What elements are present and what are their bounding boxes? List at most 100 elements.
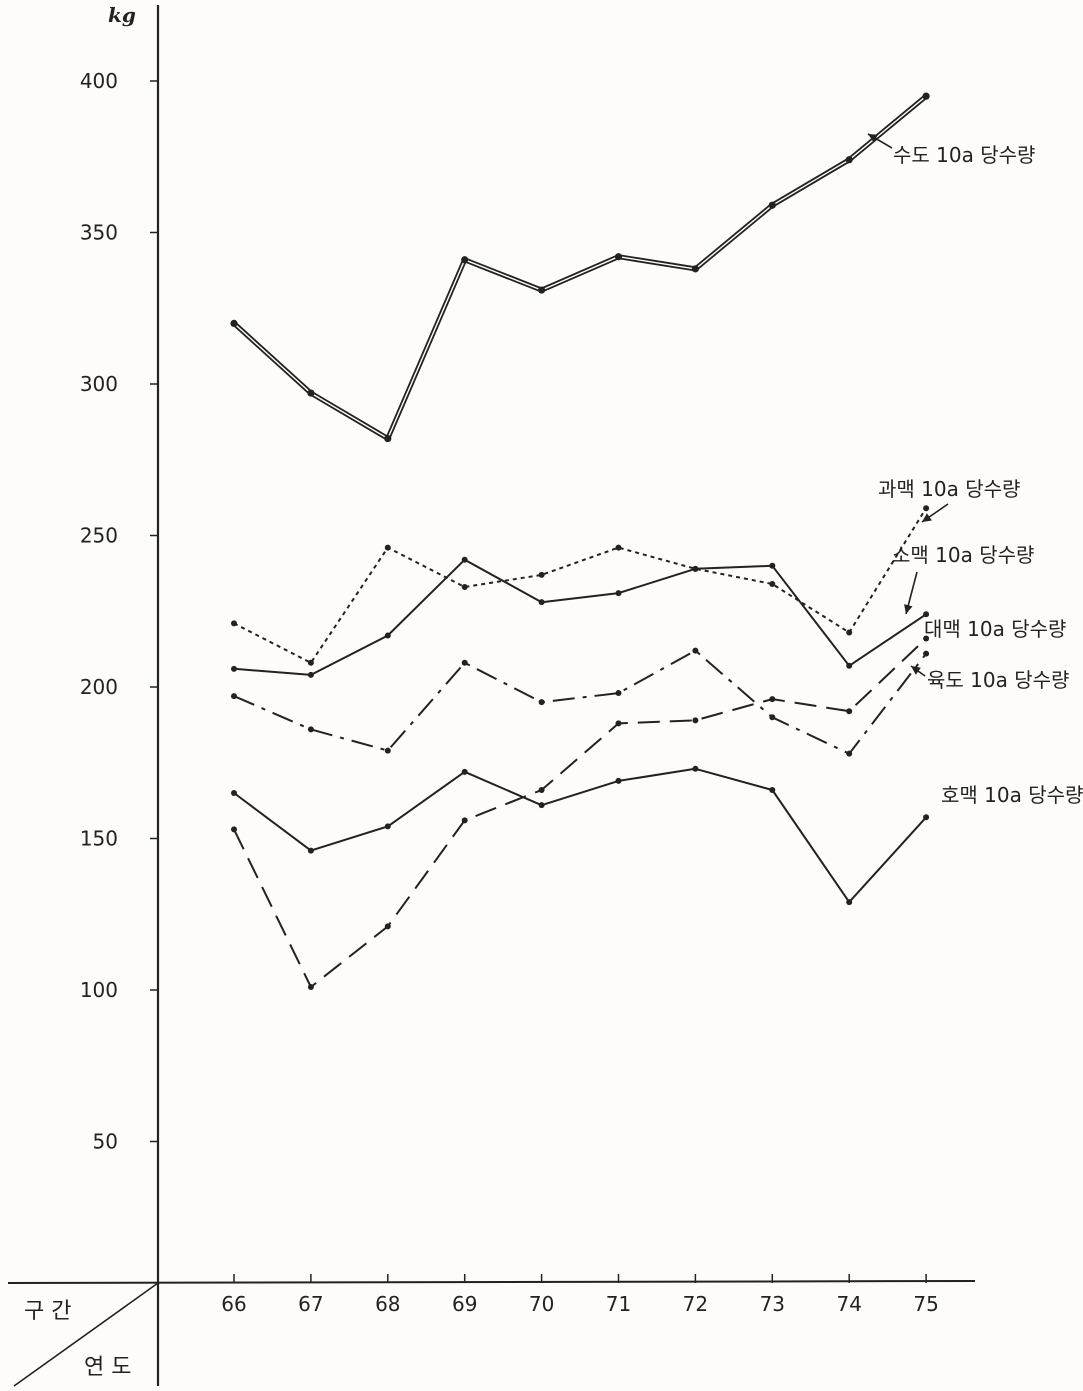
data-point — [461, 817, 468, 824]
data-point — [769, 562, 776, 569]
y-tick-label: 250 — [80, 524, 118, 548]
data-point — [922, 92, 930, 100]
y-tick-label: 300 — [80, 372, 118, 396]
data-point — [461, 556, 468, 563]
data-point — [615, 590, 622, 597]
data-point — [384, 923, 391, 930]
x-tick-label: 74 — [836, 1292, 861, 1316]
data-point — [384, 823, 391, 830]
data-point — [846, 899, 853, 906]
series-label: 육도 10a 당수량 — [927, 668, 1069, 692]
x-axis-line — [7, 1280, 976, 1284]
data-point — [923, 505, 930, 512]
y-tick-label: 100 — [80, 978, 118, 1002]
data-point — [769, 696, 776, 703]
corner-label-top: 구 간 — [24, 1299, 71, 1324]
series-line — [233, 507, 927, 664]
series-6 — [231, 765, 930, 906]
data-point — [846, 750, 853, 757]
x-tick-label: 71 — [606, 1292, 631, 1316]
data-point — [615, 720, 622, 727]
data-point — [769, 787, 776, 794]
series-layer — [230, 92, 930, 990]
series-line — [233, 649, 927, 755]
data-point — [692, 565, 699, 572]
data-point — [384, 632, 391, 639]
data-point — [923, 635, 930, 642]
data-point — [691, 265, 700, 273]
series-line-inner — [233, 95, 927, 440]
y-tick-label: 50 — [93, 1130, 118, 1154]
series-label: 과맥 10a 당수량 — [878, 477, 1020, 501]
data-point — [923, 814, 930, 821]
data-point — [845, 156, 853, 164]
series-3 — [231, 556, 930, 678]
data-point — [231, 665, 237, 672]
data-point — [307, 847, 314, 854]
series-line — [233, 558, 927, 676]
x-tick-label: 73 — [760, 1292, 785, 1316]
x-tick-label: 70 — [529, 1292, 554, 1316]
data-point — [461, 659, 468, 666]
series-label: 호맥 10a 당수량 — [941, 783, 1083, 807]
x-tick-label: 69 — [452, 1292, 477, 1316]
label-arrowhead — [911, 666, 921, 675]
data-point — [923, 611, 930, 618]
series-line — [233, 637, 927, 988]
data-point — [231, 826, 237, 833]
data-point — [461, 768, 468, 775]
data-point — [538, 699, 545, 706]
data-point — [923, 650, 930, 657]
data-point — [307, 671, 314, 678]
data-point — [692, 647, 699, 654]
y-tick-label: 350 — [80, 221, 118, 245]
label-arrowhead — [904, 604, 913, 614]
data-point — [307, 983, 314, 990]
data-point — [768, 201, 776, 209]
data-point — [538, 571, 545, 578]
data-point — [846, 662, 853, 669]
data-point — [615, 690, 622, 697]
label-arrowhead — [922, 513, 932, 522]
data-point — [230, 319, 238, 327]
data-point — [769, 714, 776, 721]
data-point — [615, 777, 622, 784]
data-point — [692, 765, 699, 772]
data-point — [769, 580, 776, 587]
x-tick-label: 67 — [298, 1292, 323, 1316]
data-point — [846, 629, 853, 636]
data-point — [231, 620, 237, 627]
x-tick-label: 68 — [375, 1292, 400, 1316]
series-label: 대맥 10a 당수량 — [924, 617, 1066, 641]
data-point — [384, 544, 391, 551]
data-point — [307, 726, 314, 733]
y-tick-label: 150 — [80, 827, 118, 851]
series-2 — [231, 505, 930, 666]
data-point — [538, 802, 545, 809]
data-point — [231, 693, 237, 700]
axes: kg 구 간 연 도 — [7, 3, 976, 1387]
corner-diagonal — [13, 1282, 159, 1387]
y-tick-label: 200 — [80, 675, 118, 699]
data-point — [692, 717, 699, 724]
series-label: 소맥 10a 당수량 — [892, 543, 1034, 567]
series-label: 수도 10a 당수량 — [893, 143, 1035, 167]
data-point — [384, 747, 391, 754]
data-point — [538, 599, 545, 606]
y-ticks: 50 100 150 200 250 300 350 400 — [80, 69, 158, 1154]
x-tick-label: 66 — [221, 1292, 246, 1316]
x-tick-label: 72 — [683, 1292, 708, 1316]
x-tick-label: 75 — [913, 1292, 938, 1316]
series-5 — [231, 647, 930, 757]
series-line — [233, 767, 927, 904]
data-point — [461, 256, 469, 264]
data-point — [461, 584, 468, 591]
x-ticks: 66 67 68 69 70 71 72 73 74 75 — [221, 1274, 939, 1316]
series-1 — [230, 92, 930, 443]
corner-label-bottom: 연 도 — [84, 1355, 131, 1380]
data-point — [384, 434, 392, 443]
data-point — [307, 659, 314, 666]
data-point — [538, 787, 545, 794]
